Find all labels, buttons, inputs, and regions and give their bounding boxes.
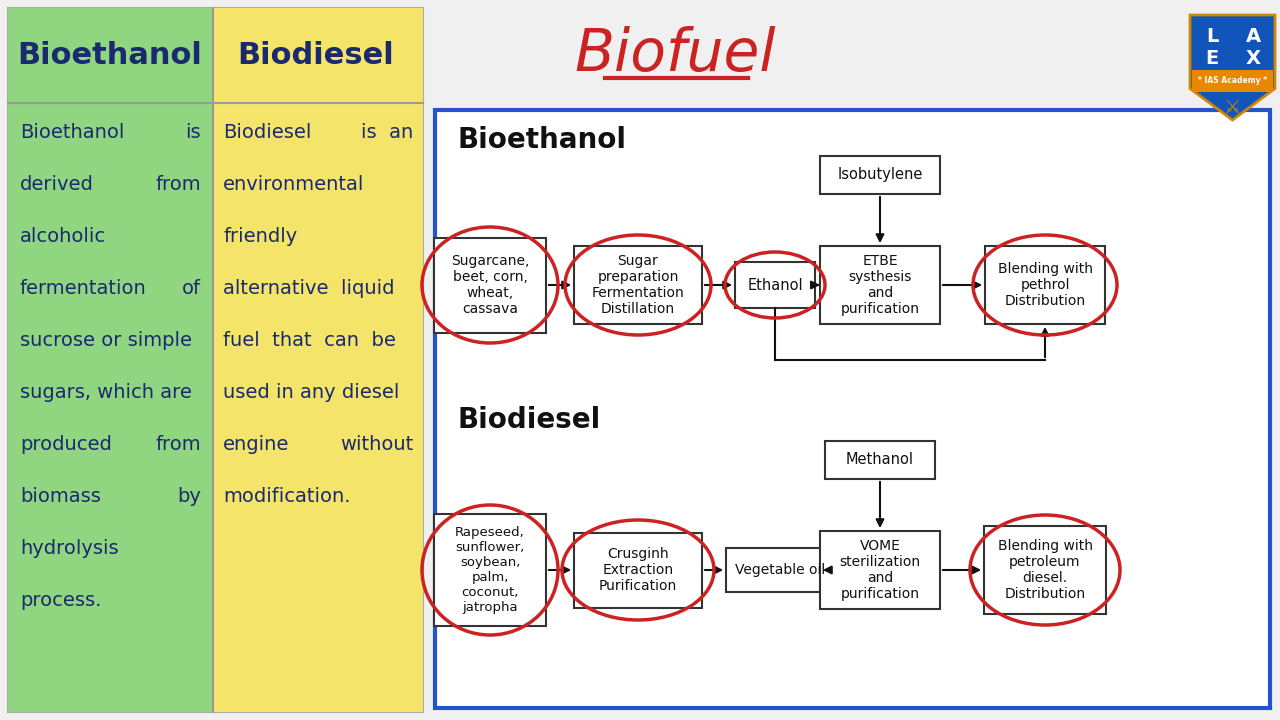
Bar <box>820 156 940 194</box>
Text: alternative  liquid: alternative liquid <box>223 279 394 298</box>
Bar <box>826 441 934 479</box>
Bar <box>8 8 422 712</box>
Text: Methanol: Methanol <box>846 452 914 467</box>
Text: sugars, which are: sugars, which are <box>20 383 192 402</box>
Text: without: without <box>339 435 413 454</box>
Text: Sugarcane,
beet, corn,
wheat,
cassava: Sugarcane, beet, corn, wheat, cassava <box>451 253 529 316</box>
Text: process.: process. <box>20 591 101 610</box>
Text: Biodiesel: Biodiesel <box>457 406 600 434</box>
Text: ⚔: ⚔ <box>1224 98 1242 117</box>
Bar <box>573 246 701 324</box>
Text: E: E <box>1206 50 1219 68</box>
Text: Biodiesel: Biodiesel <box>223 123 311 142</box>
Text: hydrolysis: hydrolysis <box>20 539 119 558</box>
Bar <box>434 514 547 626</box>
Text: by: by <box>177 487 201 506</box>
Bar <box>820 531 940 609</box>
Text: friendly: friendly <box>223 227 297 246</box>
Text: fuel  that  can  be: fuel that can be <box>223 331 396 350</box>
Text: L: L <box>1206 27 1219 47</box>
Bar <box>434 238 547 333</box>
Bar <box>986 246 1105 324</box>
Bar <box>573 533 701 608</box>
Bar <box>8 8 212 103</box>
Text: A: A <box>1245 27 1261 47</box>
Bar <box>212 8 422 103</box>
Text: engine: engine <box>223 435 289 454</box>
Bar <box>212 103 422 712</box>
Text: derived: derived <box>20 175 93 194</box>
Text: of: of <box>182 279 201 298</box>
Text: from: from <box>155 175 201 194</box>
Text: Rapeseed,
sunflower,
soybean,
palm,
coconut,
jatropha: Rapeseed, sunflower, soybean, palm, coco… <box>456 526 525 614</box>
Text: Crusginh
Extraction
Purification: Crusginh Extraction Purification <box>599 546 677 593</box>
Text: VOME
sterilization
and
purification: VOME sterilization and purification <box>840 539 920 601</box>
Bar <box>1192 70 1274 91</box>
Text: is: is <box>186 123 201 142</box>
Text: Blending with
pethrol
Distribution: Blending with pethrol Distribution <box>997 262 1093 308</box>
Bar <box>820 246 940 324</box>
Text: Biofuel: Biofuel <box>575 27 776 84</box>
Text: Biodiesel: Biodiesel <box>238 42 394 71</box>
Text: is  an: is an <box>361 123 413 142</box>
Text: ETBE
systhesis
and
purification: ETBE systhesis and purification <box>841 253 919 316</box>
Text: Isobutylene: Isobutylene <box>837 168 923 182</box>
Bar <box>984 526 1106 614</box>
Polygon shape <box>1190 15 1275 120</box>
Bar <box>8 103 212 712</box>
Bar <box>435 110 1270 708</box>
Bar <box>735 262 815 308</box>
Text: X: X <box>1245 50 1261 68</box>
Text: Bioethanol: Bioethanol <box>457 126 626 154</box>
Text: Ethanol: Ethanol <box>748 277 803 292</box>
Bar <box>726 548 835 592</box>
Text: Bioethanol: Bioethanol <box>18 42 202 71</box>
Text: environmental: environmental <box>223 175 365 194</box>
Text: from: from <box>155 435 201 454</box>
Text: modification.: modification. <box>223 487 351 506</box>
Text: fermentation: fermentation <box>20 279 147 298</box>
Text: biomass: biomass <box>20 487 101 506</box>
Text: Blending with
petroleum
diesel.
Distribution: Blending with petroleum diesel. Distribu… <box>997 539 1093 601</box>
Text: Vegetable oil: Vegetable oil <box>735 563 826 577</box>
Text: alcoholic: alcoholic <box>20 227 106 246</box>
Text: produced: produced <box>20 435 111 454</box>
Text: Sugar
preparation
Fermentation
Distillation: Sugar preparation Fermentation Distillat… <box>591 253 685 316</box>
Text: used in any diesel: used in any diesel <box>223 383 399 402</box>
Text: Bioethanol: Bioethanol <box>20 123 124 142</box>
Text: * IAS Academy *: * IAS Academy * <box>1198 76 1267 85</box>
Text: sucrose or simple: sucrose or simple <box>20 331 192 350</box>
